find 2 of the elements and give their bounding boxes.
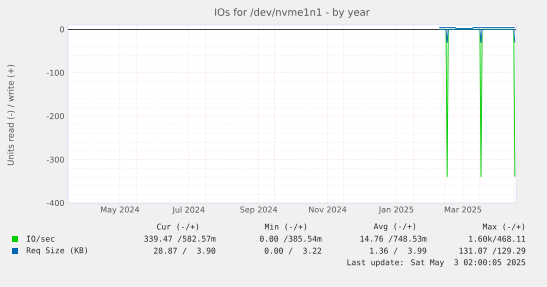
y-axis-title: Units read (-) / write (+) — [7, 64, 15, 166]
chart-title: IOs for /dev/nvme1n1 - by year — [215, 8, 370, 18]
